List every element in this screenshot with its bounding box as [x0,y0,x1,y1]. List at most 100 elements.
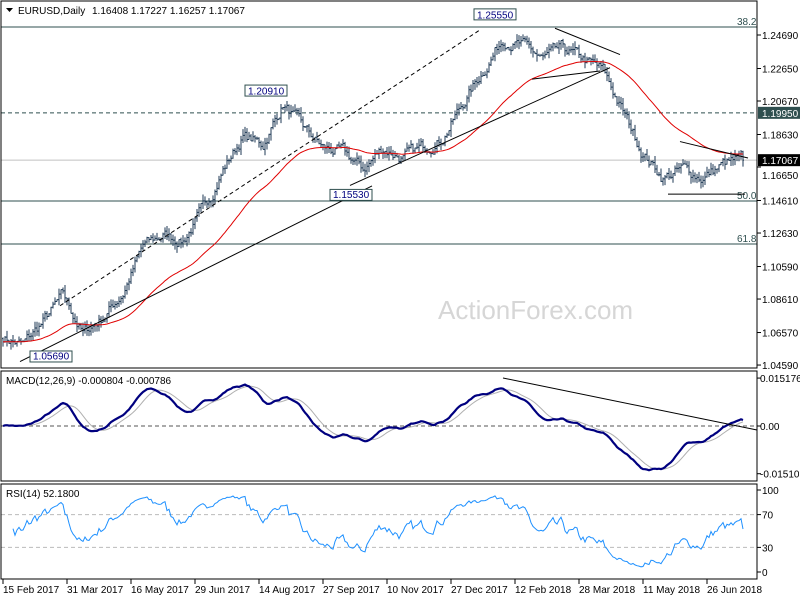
price-bar [578,44,580,59]
price-bar [164,227,166,239]
price-bar [626,108,628,120]
price-bar [540,53,542,57]
trend-line [531,70,601,80]
y-tick-label: 1.24690 [762,31,799,42]
price-bar [490,56,492,67]
price-bar [58,288,60,306]
price-bar [316,131,318,143]
price-bar [254,135,256,143]
rsi-y-tick-label: 70 [762,511,774,522]
price-bar [130,268,132,284]
price-bar [302,116,304,131]
price-bar [720,161,722,166]
price-bar [522,34,524,42]
price-bar [282,106,284,110]
price-bar [154,235,156,241]
price-bar [136,255,138,263]
price-bar [584,52,586,69]
price-bar [628,111,630,129]
price-bar [206,200,208,209]
marked-level-price-box [758,106,800,119]
price-bar [10,339,12,350]
price-bar [454,110,456,121]
price-bar [570,46,572,53]
price-bar [260,140,262,151]
x-tick-label: 12 Feb 2018 [515,585,572,596]
price-bar [342,139,344,147]
price-bar [280,104,282,124]
price-bar [134,256,136,273]
price-bar [506,47,508,50]
price-bar [480,71,482,85]
trend-line [349,67,611,186]
pivot-label-box [244,84,288,97]
price-bar [656,164,658,176]
price-bar [492,52,494,61]
price-bar [472,80,474,92]
price-bar [248,131,250,140]
x-tick-label: 29 Jun 2017 [195,585,250,596]
price-bar [168,228,170,242]
price-bar [364,163,366,178]
price-bar [392,149,394,160]
price-bar [688,161,690,176]
price-bar [572,43,574,56]
price-bar [54,297,56,305]
pivot-label-box [29,350,73,363]
price-bar [532,46,534,58]
price-bar [334,148,336,155]
price-bar [122,295,124,304]
price-bar [718,164,720,173]
price-bar [270,127,272,141]
trend-line [19,185,373,363]
price-bar [234,148,236,155]
price-bar [662,177,664,186]
price-bar [500,39,502,53]
price-bar [620,96,622,110]
price-bar [588,56,590,61]
price-bar [436,140,438,154]
price-bar [170,233,172,244]
price-bar [370,159,372,167]
dropdown-triangle-icon[interactable] [6,8,13,12]
price-bar [562,38,564,48]
rsi-y-tick-label: 100 [762,486,779,497]
price-bar [356,152,358,166]
chart-symbol: EURUSD,Daily [18,6,85,17]
price-bars [2,34,744,350]
price-bar [120,296,122,305]
price-bar [90,321,92,336]
price-bar [242,129,244,144]
price-bar [702,175,704,188]
price-bar [324,144,326,154]
price-bar [204,196,206,206]
y-tick-label: 1.20670 [762,97,799,108]
rsi-y-tick-label: 0 [762,568,768,579]
price-bar [190,228,192,237]
price-bar [200,202,202,213]
price-bar [314,136,316,143]
price-bar [698,171,700,183]
price-bar [332,147,334,158]
price-bar [430,151,432,158]
price-bar [418,138,420,154]
price-bar [714,165,716,177]
x-tick-label: 16 May 2017 [131,585,189,596]
price-bar [36,321,38,336]
price-bar [372,155,374,166]
rsi-pane-frame [0,483,758,580]
price-bar [614,92,616,98]
price-bar [670,170,672,180]
current-price-box [758,154,800,167]
price-bar [576,46,578,50]
y-tick-label: 1.14610 [762,197,799,208]
price-bar [304,125,306,129]
price-bar [174,236,176,250]
price-bar [708,168,710,178]
price-bar [404,148,406,161]
price-bar [726,158,728,165]
price-bar [62,287,64,294]
price-bar [312,133,314,143]
pivot-label: 1.25550 [477,10,514,21]
